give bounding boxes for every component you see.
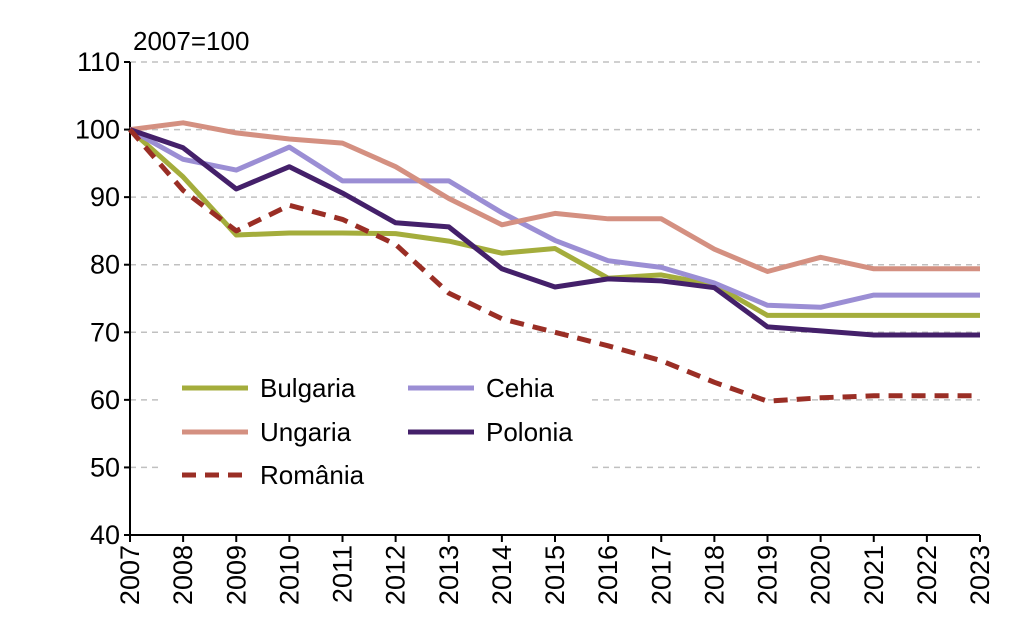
- y-tick-label-40: 40: [90, 520, 120, 550]
- legend-label-polonia: Polonia: [486, 417, 573, 447]
- x-tick-label-2009: 2009: [221, 545, 251, 605]
- series-line-polonia: [129, 127, 980, 338]
- x-tick-label-2012: 2012: [381, 545, 411, 605]
- x-tick-label-2015: 2015: [540, 545, 570, 605]
- x-tick-label-2017: 2017: [646, 545, 676, 605]
- y-tick-label-110: 110: [77, 47, 120, 77]
- x-tick-label-2018: 2018: [699, 545, 729, 605]
- x-tick-label-2016: 2016: [593, 545, 623, 605]
- x-tick-label-2022: 2022: [912, 545, 942, 605]
- x-tick-label-2010: 2010: [274, 545, 304, 605]
- x-tick-label-2011: 2011: [328, 545, 358, 603]
- legend-label-ungaria: Ungaria: [260, 417, 352, 447]
- legend-label-cehia: Cehia: [486, 373, 554, 403]
- y-tick-label-100: 100: [75, 115, 120, 145]
- legend-label-romania: România: [260, 460, 365, 490]
- unit-label: 2007=100: [133, 26, 249, 56]
- legend-label-bulgaria: Bulgaria: [260, 373, 356, 403]
- y-tick-label-80: 80: [90, 250, 120, 280]
- x-tick-label-2013: 2013: [434, 545, 464, 605]
- y-tick-label-50: 50: [90, 452, 120, 482]
- x-tick-label-2019: 2019: [753, 545, 783, 605]
- series-line-romania: [128, 127, 980, 404]
- y-tick-label-90: 90: [90, 182, 120, 212]
- y-tick-label-70: 70: [90, 317, 120, 347]
- x-tick-label-2023: 2023: [965, 545, 995, 605]
- series-line-ungaria: [129, 120, 980, 274]
- x-tick-label-2014: 2014: [487, 545, 517, 605]
- x-tick-label-2021: 2021: [859, 545, 889, 605]
- y-tick-label-60: 60: [90, 385, 120, 415]
- series-lines: [128, 120, 980, 404]
- x-tick-label-2020: 2020: [806, 545, 836, 605]
- x-tick-label-2008: 2008: [168, 545, 198, 605]
- series-line-bulgaria: [128, 127, 980, 318]
- x-tick-label-2007: 2007: [115, 545, 145, 605]
- legend: Bulgaria Cehia Ungaria Polonia România: [160, 366, 590, 501]
- y-tick-labels: 40 50 60 70 80 90 100 110: [75, 47, 130, 550]
- x-tick-labels: 2007 2008 2009 2010 2011 2012 2013 2014 2015 2016…: [115, 535, 995, 605]
- series-line-cehia: [128, 127, 980, 310]
